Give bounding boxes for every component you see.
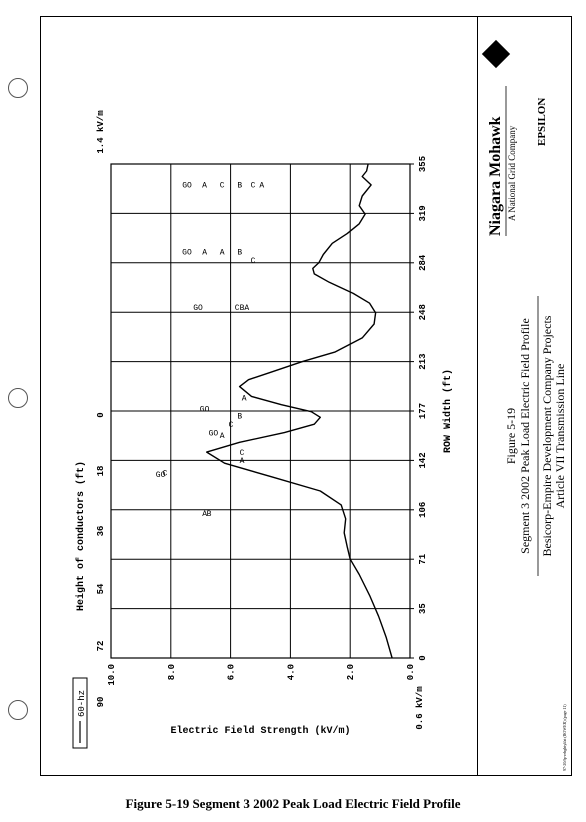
x-tick-label: 0 (418, 655, 428, 660)
figure-title: Segment 3 2002 Peak Load Electric Field … (518, 318, 532, 554)
conductor-label: A (240, 457, 245, 466)
conductor-label: A (202, 182, 207, 191)
height-tick-label: 18 (96, 466, 106, 477)
niagara-diamond-logo (481, 39, 511, 69)
conductor-label: B (237, 248, 242, 257)
y-tick-label: 10.0 (107, 664, 117, 686)
conductor-label: B (237, 182, 242, 191)
conductor-label: A (220, 432, 225, 441)
conductor-label: B (237, 413, 242, 422)
conductor-label: C (220, 182, 225, 191)
x-tick-label: 355 (418, 156, 428, 172)
left-value-label: 0.6 kV/m (415, 686, 425, 730)
y-tick-label: 8.0 (167, 664, 177, 680)
company-name: Niagara Mohawk (487, 116, 504, 236)
y-axis-label: Electric Field Strength (kV/m) (170, 725, 350, 737)
conductor-label: A (242, 395, 247, 404)
conductor-label: GO (182, 248, 192, 257)
top-axis-label: Height of conductors (ft) (75, 461, 87, 611)
x-tick-label: 71 (418, 553, 428, 564)
conductor-label: CBA (235, 304, 250, 313)
conductor-label: A (202, 248, 207, 257)
y-tick-label: 0.0 (406, 664, 416, 680)
figure-caption: Figure 5-19 Segment 3 2002 Peak Load Ele… (125, 796, 461, 811)
x-axis-label: ROW Width (ft) (442, 369, 454, 453)
x-tick-label: 177 (418, 403, 428, 419)
height-tick-label: 90 (96, 697, 106, 708)
company-subtitle: A National Grid Company (507, 125, 517, 221)
x-tick-label: 142 (418, 452, 428, 468)
conductor-label: C (251, 182, 256, 191)
conductor-label: GO (193, 304, 203, 313)
legend-box (72, 677, 88, 749)
figure-number: Figure 5-19 (504, 408, 518, 464)
title-block: Niagara Mohawk A National Grid Company E… (477, 16, 572, 776)
right-value-label: 1.4 kV/m (96, 110, 106, 154)
x-tick-label: 106 (418, 502, 428, 518)
x-tick-label: 35 (418, 603, 428, 614)
x-tick-label: 284 (418, 254, 428, 271)
x-tick-label: 248 (418, 304, 428, 320)
series-60hz-line (205, 163, 393, 659)
project-line-2: Article VII Transmission Line (553, 364, 567, 509)
y-tick-label: 6.0 (227, 664, 237, 680)
height-tick-label: 36 (96, 526, 106, 537)
conductor-label: A (259, 182, 264, 191)
y-tick-label: 4.0 (286, 664, 296, 680)
height-tick-label: 0 (96, 412, 106, 417)
project-line-1: Besicorp-Empire Development Company Proj… (540, 315, 554, 556)
epsilon-logo: EPSILON (536, 98, 548, 146)
height-tick-label: 54 (96, 583, 106, 594)
conductor-label: C (240, 449, 245, 458)
y-tick-label: 2.0 (346, 664, 356, 680)
x-tick-label: 213 (418, 353, 428, 369)
conductor-label: A (220, 248, 225, 257)
conductor-label: B (207, 510, 212, 519)
height-tick-label: 72 (96, 641, 106, 652)
binder-hole-top (8, 78, 28, 98)
legend-label: 60-hz (77, 690, 87, 717)
conductor-label: C (251, 257, 256, 266)
conductor-label: GO (156, 471, 166, 480)
binder-hole-middle (8, 388, 28, 408)
conductor-label: GO (200, 406, 210, 415)
conductor-label: GO (209, 429, 219, 438)
conductor-label: C (163, 470, 168, 479)
figure-frame (40, 16, 572, 776)
conductor-label: C (229, 421, 234, 430)
binder-hole-bottom (8, 700, 28, 720)
x-tick-label: 319 (418, 205, 428, 221)
conductor-label: A (202, 510, 207, 519)
small-print: 97-20/fp-rehghtyl/at (ROWER) (page 11) (562, 704, 567, 771)
electric-field-chart: 0 35 71 106 142 177 213 248 284 319 355 0.0 2.0 4.0 6.… (72, 110, 454, 749)
conductor-label: GO (182, 182, 192, 191)
